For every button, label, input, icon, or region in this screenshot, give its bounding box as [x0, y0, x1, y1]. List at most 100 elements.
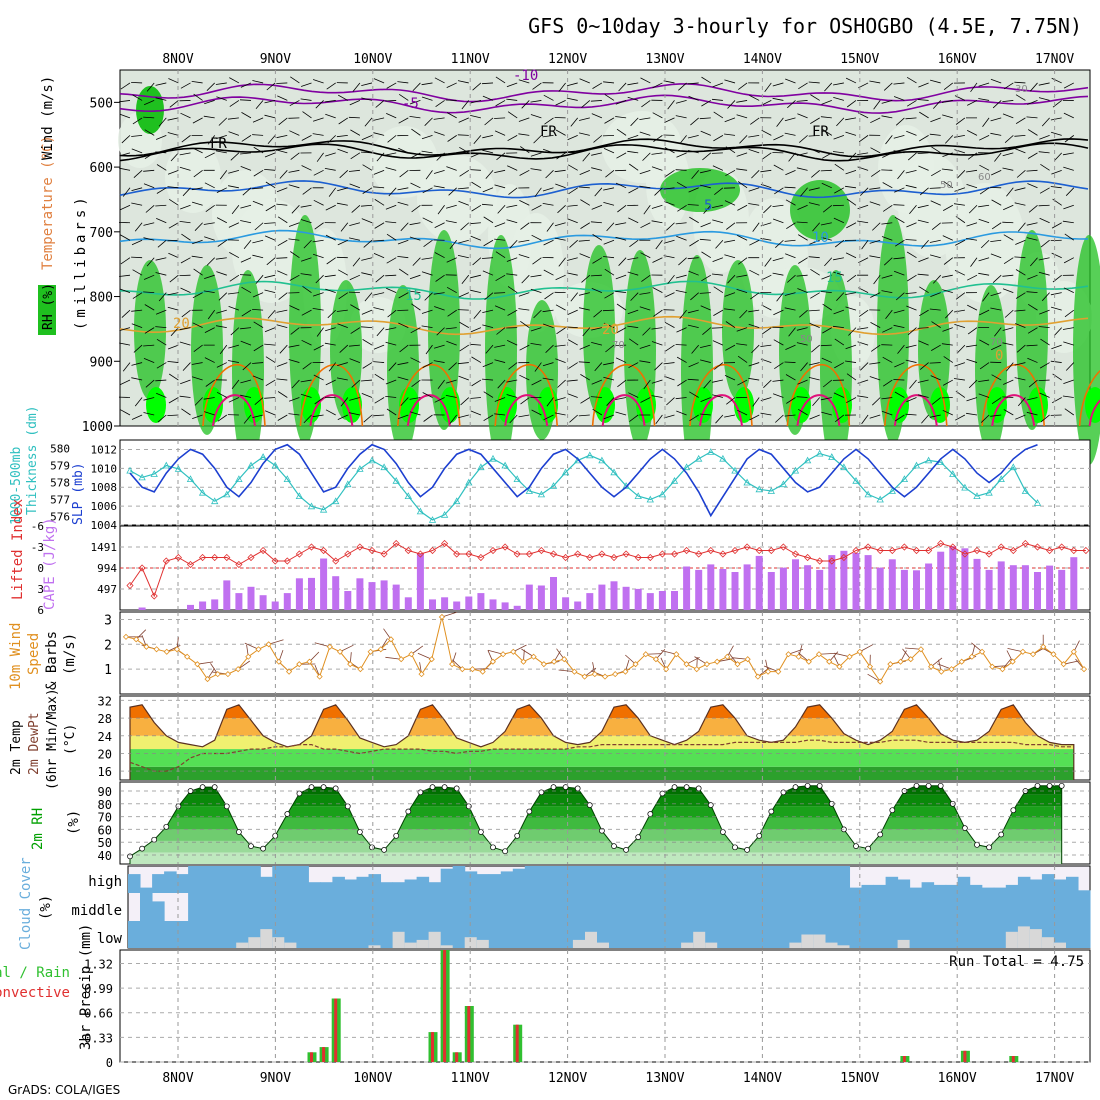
wind-barb: [982, 117, 990, 127]
wind-barb: [701, 100, 712, 107]
rh-light-area: [508, 213, 564, 333]
wind-barb: [421, 82, 433, 86]
wind-barb: [834, 163, 845, 171]
wind-barb: [300, 98, 312, 101]
wind-barb: [990, 132, 1002, 136]
wind-barb: [339, 170, 349, 179]
wind-barb: [409, 222, 421, 226]
wind-barb: [930, 657, 943, 667]
rh-point: [647, 811, 654, 817]
wind-barb: [627, 309, 639, 315]
wind-barb: [203, 115, 215, 119]
rh-point: [913, 782, 920, 789]
wind-barb: [240, 152, 252, 155]
wind-barb: [313, 199, 324, 206]
wind-barb: [627, 257, 639, 260]
wind-barb: [945, 309, 954, 319]
wind-barb: [679, 135, 687, 145]
cloud-middle-bar: [669, 893, 682, 921]
cape-bar: [465, 596, 473, 610]
wind-barb: [1052, 100, 1062, 108]
wind-barb: [452, 659, 463, 670]
wind-barb: [301, 135, 312, 141]
wind-barb: [339, 644, 354, 653]
wind-barb: [385, 152, 397, 156]
wind-barb: [918, 82, 929, 88]
wind-barb: [1015, 269, 1026, 276]
cloud-middle-bar: [621, 893, 634, 921]
cloud-low-clear: [248, 937, 261, 948]
rh-moist-column: [428, 230, 460, 430]
rh-point: [357, 829, 363, 835]
cape-bar: [683, 566, 691, 610]
wind-barb: [155, 97, 167, 101]
wind-grid: [120, 612, 1090, 694]
wind-barb: [290, 152, 300, 160]
cloud-low-bar: [705, 921, 718, 948]
wind-barb: [639, 360, 651, 363]
wind-barb: [1051, 77, 1062, 84]
wind-barb: [434, 252, 445, 259]
wind-barb: [897, 170, 905, 180]
wind-barb: [363, 414, 373, 423]
wind-barb: [278, 117, 288, 126]
wind-barb: [397, 187, 409, 191]
wind-barb: [411, 645, 424, 655]
wind-barb: [155, 257, 167, 261]
wind-barb: [774, 362, 784, 370]
wind-barb: [254, 222, 264, 231]
wind-barb: [375, 100, 385, 108]
wind-barb: [834, 187, 845, 194]
wind-frame: [119, 611, 1091, 695]
cloud-middle-bar: [284, 893, 297, 921]
wind-barb: [833, 217, 845, 224]
cloud-middle-bar: [212, 893, 225, 921]
wind-barb: [531, 204, 542, 211]
wind-barb: [909, 205, 917, 214]
wind-barb: [325, 288, 336, 294]
wind-barb: [482, 95, 494, 101]
lifted-index-point: [307, 543, 316, 551]
wind-barb: [532, 82, 542, 90]
rh2m-unit-ylabel: (%): [66, 810, 82, 835]
wind-barb: [348, 291, 360, 294]
wind-barb: [409, 397, 421, 400]
wind-barb: [991, 374, 1002, 381]
wind-barb: [990, 239, 1002, 242]
wind-barb: [385, 341, 397, 346]
cloud-low-clear: [1029, 929, 1043, 948]
wind-barb: [485, 170, 494, 179]
cape-bar: [586, 593, 594, 610]
wind-barb: [592, 257, 603, 264]
wind-barb: [421, 325, 433, 329]
wind-barb: [228, 131, 240, 136]
wind-barb: [943, 181, 954, 189]
cloud-middle-bar: [332, 893, 345, 921]
wind-barb: [919, 187, 929, 196]
wind-barb: [752, 222, 760, 232]
wind-barb: [288, 397, 300, 402]
wind-barb: [324, 168, 336, 171]
bottom-date-label: 13NOV: [645, 1071, 684, 1086]
wind-barb: [531, 409, 542, 416]
wind-barb: [772, 82, 784, 87]
wind-barb: [968, 204, 978, 214]
wind-speed-point: [122, 633, 130, 640]
cloud-middle-bar: [717, 893, 730, 921]
bottom-date-label: 12NOV: [548, 1071, 587, 1086]
bottom-date-axis: 8NOV 9NOV 10NOV 11NOV 12NOV 13NOV 14NOV 15NOV 16…: [162, 1071, 1074, 1086]
wind-barb: [566, 272, 578, 276]
wind-barb: [216, 96, 227, 101]
cloud-middle-bar: [837, 893, 851, 921]
wind-barb: [507, 286, 518, 293]
wind-barb: [931, 169, 941, 177]
cloud-high-bar: [825, 866, 839, 893]
rh-point: [284, 811, 291, 817]
wind-barb: [458, 117, 469, 123]
wind-barb: [472, 82, 482, 91]
wind-barb: [508, 362, 518, 370]
cape-bar: [913, 570, 920, 610]
wind-barb: [481, 257, 494, 259]
lifted-index-point: [356, 543, 364, 551]
rh-moist-column: [975, 285, 1007, 455]
